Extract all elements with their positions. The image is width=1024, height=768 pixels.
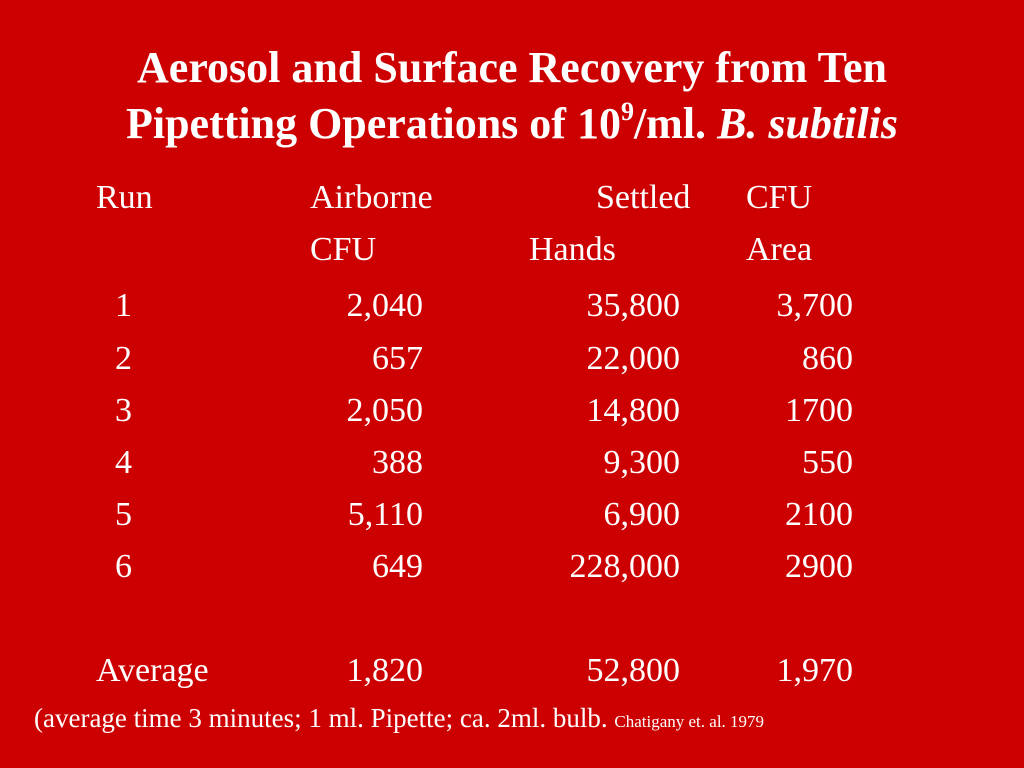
title-line-1: Aerosol and Surface Recovery from Ten <box>137 43 887 92</box>
title-organism: B. subtilis <box>717 99 899 148</box>
row-airborne: 649 <box>372 548 423 585</box>
title-line-2-mid: /ml. <box>633 99 718 148</box>
row-run: 1 <box>115 287 132 324</box>
header-airborne: Airborne <box>310 179 433 216</box>
title-exponent: 9 <box>620 97 634 126</box>
header-cfu: CFU <box>746 179 813 216</box>
row-run: 2 <box>115 340 132 377</box>
row-area: 2900 <box>785 548 853 585</box>
row-area: 550 <box>802 444 853 481</box>
row-area: 3,700 <box>776 287 854 324</box>
header-settled: Settled <box>596 179 691 216</box>
row-run: 3 <box>115 392 132 429</box>
row-run: 5 <box>115 496 132 533</box>
slide-title: Aerosol and Surface Recovery from Ten Pi… <box>0 40 1024 152</box>
row-hands: 22,000 <box>586 340 681 377</box>
row-hands: 35,800 <box>586 287 681 324</box>
header-airborne-cfu: CFU <box>310 231 377 268</box>
row-hands: 9,300 <box>603 444 681 481</box>
row-airborne: 2,040 <box>346 287 424 324</box>
average-area: 1,970 <box>776 652 854 689</box>
row-area: 860 <box>802 340 853 377</box>
row-airborne: 2,050 <box>346 392 424 429</box>
row-run: 4 <box>115 444 132 481</box>
footnote: (average time 3 minutes; 1 ml. Pipette; … <box>34 700 764 740</box>
footnote-text: (average time 3 minutes; 1 ml. Pipette; … <box>34 703 615 733</box>
footnote-citation: Chatigany et. al. 1979 <box>614 712 765 731</box>
average-hands: 52,800 <box>586 652 681 689</box>
row-hands: 6,900 <box>603 496 681 533</box>
header-hands: Hands <box>529 231 616 268</box>
average-label: Average <box>96 652 209 689</box>
title-line-2-prefix: Pipetting Operations of 10 <box>125 99 621 148</box>
header-run: Run <box>96 179 153 216</box>
header-area: Area <box>746 231 813 268</box>
row-hands: 228,000 <box>569 548 681 585</box>
row-area: 1700 <box>785 392 853 429</box>
row-hands: 14,800 <box>586 392 681 429</box>
row-area: 2100 <box>785 496 853 533</box>
row-airborne: 388 <box>372 444 423 481</box>
average-airborne: 1,820 <box>346 652 424 689</box>
row-airborne: 657 <box>372 340 423 377</box>
title-line-2: Pipetting Operations of 109/ml. B. subti… <box>0 96 1024 152</box>
row-run: 6 <box>115 548 132 585</box>
row-airborne: 5,110 <box>347 496 423 533</box>
